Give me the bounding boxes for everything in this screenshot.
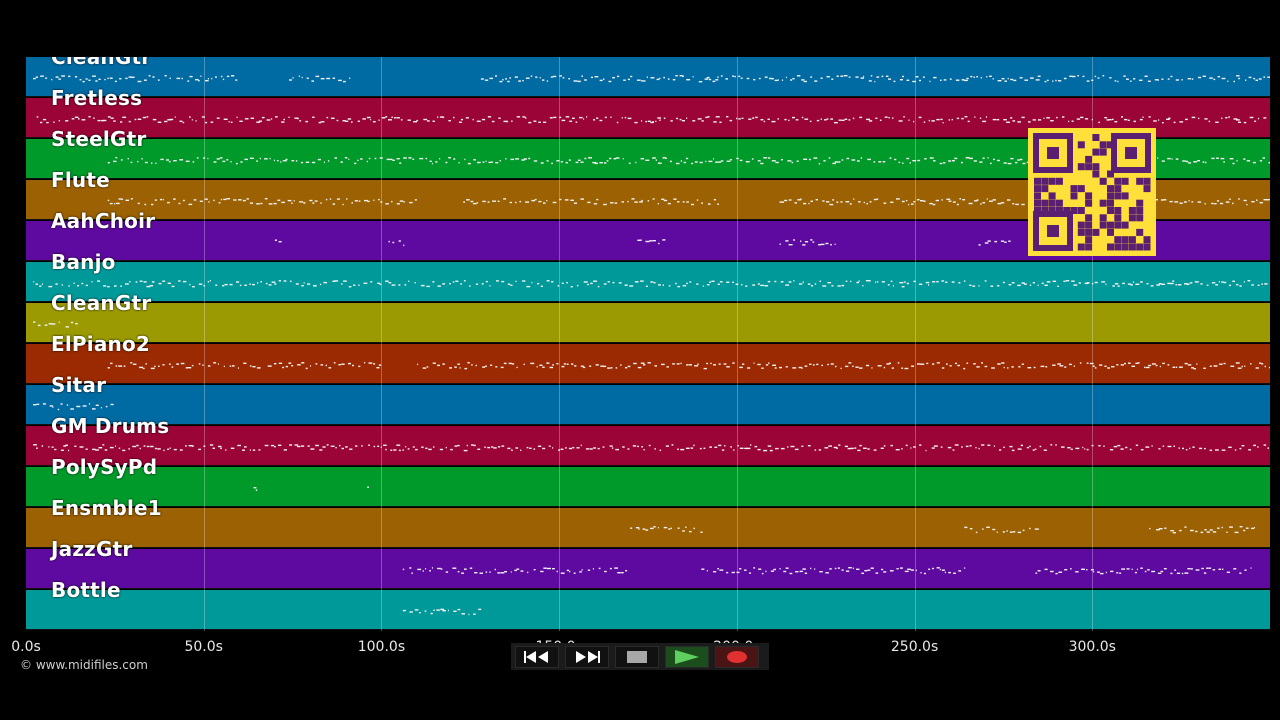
gridline — [559, 57, 561, 631]
track-lane: CleanGtr — [26, 291, 1270, 343]
track-notes — [36, 116, 1267, 124]
track-notes — [33, 444, 1269, 452]
time-tick-label: 50.0s — [184, 639, 223, 655]
track-notes — [402, 608, 482, 616]
track-lane: PolySyPd — [26, 455, 1270, 507]
qr-code-icon — [1033, 133, 1151, 251]
track-label: Sitar — [51, 373, 107, 397]
time-tick-label: 0.0s — [11, 639, 41, 655]
gridline — [381, 57, 383, 631]
track-label: Banjo — [51, 250, 116, 274]
gridline — [203, 57, 205, 631]
track-lane: GM Drums — [26, 414, 1270, 466]
qr-code-image — [1028, 128, 1156, 256]
track-lane: ElPiano2 — [26, 332, 1270, 384]
track-notes — [33, 403, 114, 411]
time-tick-label: 100.0s — [357, 639, 406, 655]
stop-button[interactable] — [615, 645, 659, 668]
track-notes — [274, 239, 1011, 247]
time-tick-label: 250.0s — [890, 639, 939, 655]
track-label: PolySyPd — [51, 455, 158, 479]
track-label: Flute — [51, 168, 110, 192]
track-notes — [33, 280, 1268, 288]
track-notes — [33, 321, 78, 328]
track-label: Bottle — [51, 578, 121, 602]
fast-forward-button[interactable] — [565, 645, 609, 668]
record-button[interactable] — [715, 645, 759, 668]
track-label: GM Drums — [51, 414, 170, 438]
track-lane: JazzGtr — [26, 537, 1270, 589]
gridline — [736, 57, 738, 631]
rewind-button[interactable] — [515, 645, 559, 668]
track-lane: Bottle — [26, 578, 1270, 630]
rewind-icon — [524, 650, 548, 663]
track-notes — [402, 567, 1252, 575]
track-label: SteelGtr — [51, 127, 147, 151]
track-label: Ensmble1 — [51, 496, 162, 520]
record-icon — [727, 650, 747, 663]
track-lane: Sitar — [26, 373, 1270, 425]
stop-icon — [627, 650, 647, 663]
fast-forward-icon — [576, 650, 600, 663]
copyright-credit: © www.midifiles.com — [20, 658, 148, 672]
track-notes — [253, 486, 369, 491]
track-lane: CleanGtr — [26, 57, 1270, 97]
track-notes — [630, 526, 1255, 534]
track-label: ElPiano2 — [51, 332, 151, 356]
track-notes — [107, 362, 1270, 370]
track-notes — [33, 75, 1270, 83]
play-button[interactable] — [665, 645, 709, 668]
track-lane: Banjo — [26, 250, 1270, 302]
track-label: CleanGtr — [51, 291, 152, 315]
track-label: AahChoir — [51, 209, 156, 233]
track-label: JazzGtr — [51, 537, 133, 561]
play-icon — [675, 649, 699, 664]
track-label: CleanGtr — [51, 57, 152, 69]
transport-controls — [511, 643, 769, 670]
track-lane: Ensmble1 — [26, 496, 1270, 548]
track-notes — [107, 157, 1270, 165]
gridline — [914, 57, 916, 631]
time-tick-label: 300.0s — [1068, 639, 1116, 655]
track-label: Fretless — [51, 86, 143, 110]
gridline — [1092, 57, 1094, 631]
